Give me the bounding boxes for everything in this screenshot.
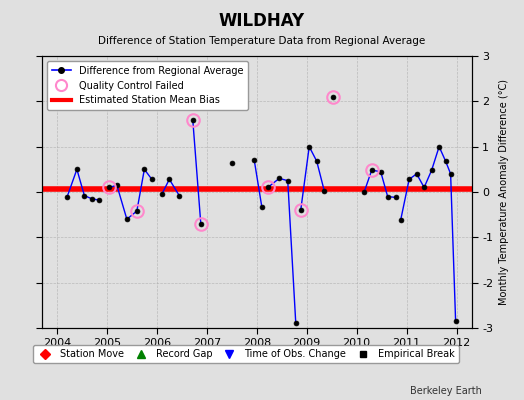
Text: WILDHAY: WILDHAY — [219, 12, 305, 30]
Text: Difference of Station Temperature Data from Regional Average: Difference of Station Temperature Data f… — [99, 36, 425, 46]
Y-axis label: Monthly Temperature Anomaly Difference (°C): Monthly Temperature Anomaly Difference (… — [499, 79, 509, 305]
Legend: Difference from Regional Average, Quality Control Failed, Estimated Station Mean: Difference from Regional Average, Qualit… — [47, 61, 248, 110]
Text: Berkeley Earth: Berkeley Earth — [410, 386, 482, 396]
Legend: Station Move, Record Gap, Time of Obs. Change, Empirical Break: Station Move, Record Gap, Time of Obs. C… — [34, 345, 459, 363]
